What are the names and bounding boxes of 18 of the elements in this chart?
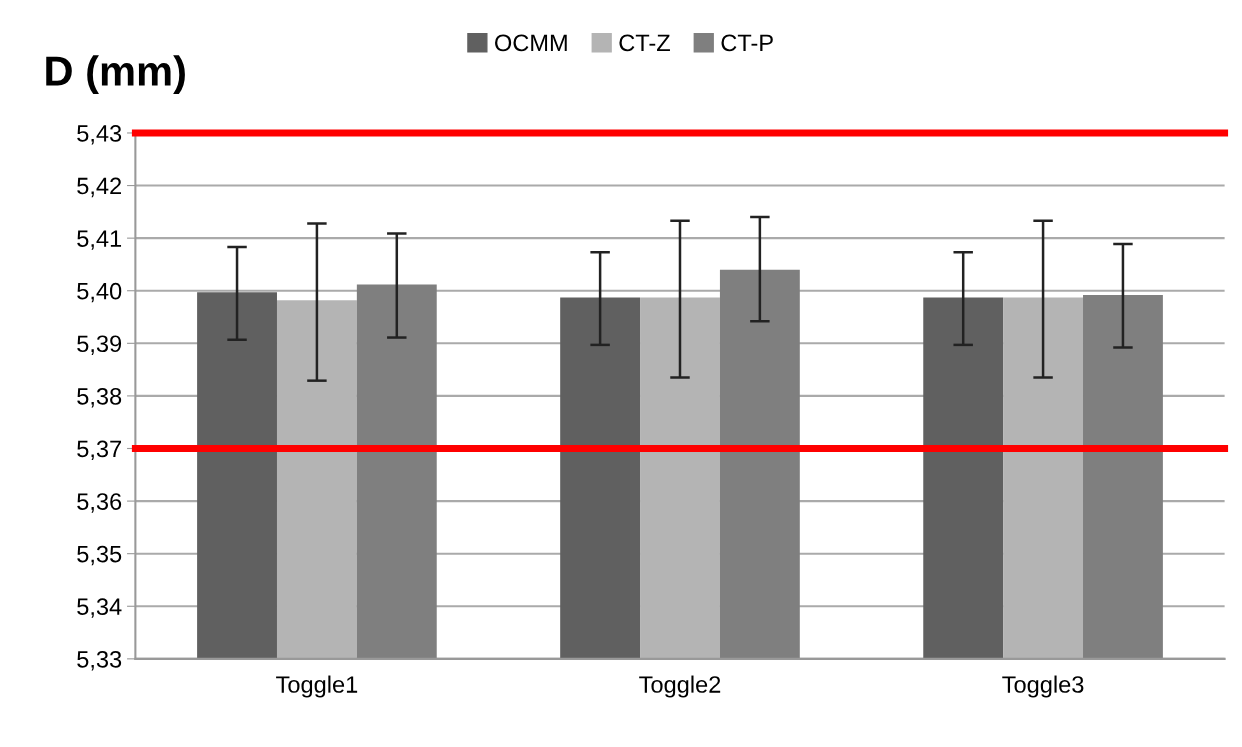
y-tick-label: 5,37	[77, 440, 121, 461]
x-tick-label: Toggle3	[1002, 675, 1084, 698]
legend-label: OCMM	[495, 34, 567, 52]
y-tick-label: 5,43	[77, 125, 122, 145]
y-tick-label: 5,33	[77, 650, 122, 671]
y-tick-label: 5,41	[77, 230, 122, 250]
chart-title: D (mm)	[46, 55, 185, 95]
y-tick-label: 5,42	[77, 177, 121, 198]
legend-label: CT-Z	[619, 34, 670, 52]
y-tick-label: 5,38	[77, 387, 122, 408]
y-tick-label: 5,39	[77, 335, 122, 355]
y-tick-label: 5,34	[77, 598, 122, 618]
legend-label: CT-P	[721, 34, 773, 52]
y-tick-label: 5,40	[77, 282, 122, 303]
x-tick-label: Toggle2	[639, 675, 721, 698]
y-tick-label: 5,35	[77, 545, 122, 566]
x-tick-label: Toggle1	[276, 675, 358, 698]
y-tick-label: 5,36	[77, 493, 122, 513]
